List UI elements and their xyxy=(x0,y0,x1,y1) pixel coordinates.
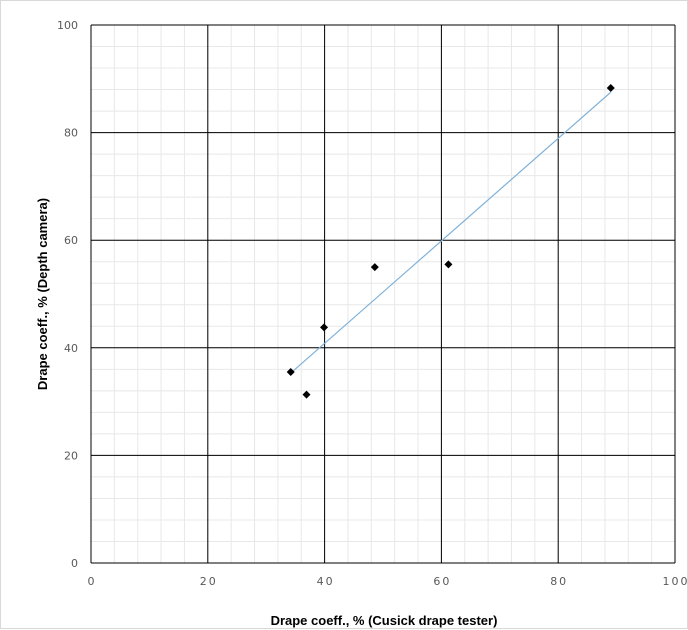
data-point xyxy=(607,84,615,92)
x-tick-label: 80 xyxy=(550,575,568,588)
y-tick-label: 100 xyxy=(57,19,78,32)
x-tick-label: 0 xyxy=(88,575,97,588)
data-point xyxy=(320,323,328,331)
major-gridlines xyxy=(91,25,675,563)
y-tick-label: 40 xyxy=(64,342,78,355)
y-tick-label: 0 xyxy=(71,557,78,570)
y-tick-label: 20 xyxy=(64,449,78,462)
y-tick-label: 80 xyxy=(64,127,78,140)
x-tick-label: 40 xyxy=(317,575,335,588)
x-axis-label: Drape coeff., % (Cusick drape tester) xyxy=(271,613,498,628)
data-point xyxy=(302,391,310,399)
data-point xyxy=(371,263,379,271)
y-axis-ticks: 0 20 40 60 80 100 xyxy=(57,19,78,570)
minor-gridlines xyxy=(91,25,675,563)
x-tick-label: 100 xyxy=(663,575,688,588)
trendline xyxy=(291,92,611,373)
x-axis-ticks: 0 20 40 60 80 100 xyxy=(88,575,688,588)
x-tick-label: 60 xyxy=(433,575,451,588)
x-tick-label: 20 xyxy=(200,575,218,588)
trendline-group xyxy=(291,92,611,373)
y-axis-label: Drape coeff., % (Depth camera) xyxy=(35,198,50,390)
y-tick-label: 60 xyxy=(64,234,78,247)
